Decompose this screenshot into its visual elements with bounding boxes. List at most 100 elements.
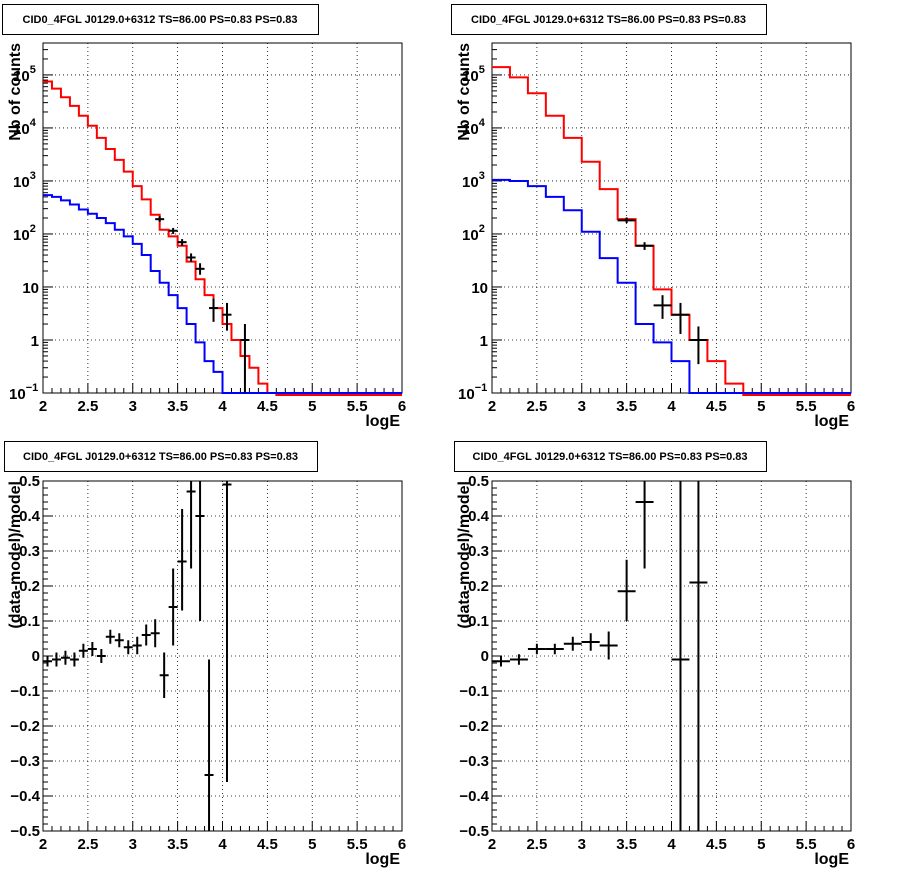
y-tick-label: 10−1 [458, 382, 487, 403]
chart-panel-1: CID0_4FGL J0129.0+6312 TS=86.00 PS=0.83 … [2, 4, 406, 430]
y-tick-label: 10 [471, 280, 488, 297]
x-tick-label: 2.5 [77, 836, 98, 853]
data-point [186, 253, 196, 262]
y-tick-label: 103 [13, 170, 36, 191]
y-axis-label: Nb of counts [7, 43, 24, 141]
chart-title-box [4, 441, 318, 472]
data-point [222, 481, 232, 782]
x-tick-label: 6 [398, 836, 406, 853]
x-tick-label: 3.5 [616, 836, 637, 853]
data-point [195, 481, 205, 621]
data-point [209, 298, 219, 322]
y-tick-label: 0.1 [19, 613, 40, 630]
y-tick-label: −0.5 [459, 823, 489, 840]
y-tick-label: 0 [481, 648, 489, 665]
data-point [78, 643, 88, 658]
x-tick-label: 3.5 [167, 836, 188, 853]
chart-title-box [2, 4, 319, 35]
data-point [545, 643, 564, 655]
y-tick-label: −0.1 [10, 683, 40, 700]
data-point [509, 654, 528, 665]
y-axis-label: (data-model)/model [7, 481, 24, 629]
data-point [132, 636, 142, 655]
data-point [186, 481, 196, 569]
x-tick-label: 4.5 [706, 398, 727, 415]
data-point [195, 263, 205, 275]
data-point [177, 239, 187, 246]
y-axis-label: Nb of counts [456, 43, 473, 141]
data-point [60, 650, 70, 665]
histogram-series-1 [43, 80, 402, 396]
y-tick-label: −0.4 [10, 788, 40, 805]
x-tick-label: 3 [129, 836, 137, 853]
y-tick-label: 0 [32, 648, 40, 665]
y-tick-label: 0.3 [468, 543, 489, 560]
y-tick-label: 0.1 [468, 613, 489, 630]
data-point [168, 568, 178, 646]
x-tick-label: 5 [308, 398, 316, 415]
data-point [671, 302, 690, 334]
data-point [617, 217, 636, 224]
x-tick-label: 5.5 [347, 398, 368, 415]
y-axis-label: (data-model)/model [456, 481, 473, 629]
data-point [96, 649, 106, 663]
data-point [123, 640, 133, 655]
data-point [69, 652, 79, 667]
x-tick-label: 2 [39, 398, 47, 415]
data-point [159, 652, 169, 698]
y-tick-label: −0.2 [459, 718, 489, 735]
x-axis-label: logE [814, 851, 849, 868]
x-tick-label: 2.5 [526, 836, 547, 853]
x-tick-label: 5 [757, 398, 765, 415]
x-tick-label: 2 [488, 398, 496, 415]
data-point [168, 227, 178, 234]
y-tick-label: 10−1 [9, 382, 38, 403]
y-tick-label: 0.4 [468, 508, 490, 525]
histogram-series-2 [43, 194, 402, 394]
data-point [155, 216, 165, 222]
y-tick-label: −0.2 [10, 718, 40, 735]
x-tick-label: 4 [667, 398, 676, 415]
data-point [204, 659, 214, 831]
x-tick-label: 3 [578, 836, 586, 853]
y-tick-label: 103 [462, 170, 485, 191]
x-tick-label: 5 [308, 836, 316, 853]
data-point [177, 509, 187, 611]
data-point [581, 633, 600, 651]
y-tick-label: −0.3 [10, 753, 40, 770]
y-tick-label: 10 [22, 280, 39, 297]
chart-panel-3: CID0_4FGL J0129.0+6312 TS=86.00 PS=0.83 … [4, 441, 406, 868]
x-tick-label: 2 [39, 836, 47, 853]
data-point [689, 326, 708, 365]
x-tick-label: 5.5 [347, 836, 368, 853]
y-tick-label: −0.5 [10, 823, 40, 840]
x-tick-label: 3 [578, 398, 586, 415]
data-point [671, 481, 690, 831]
data-point [141, 624, 151, 646]
chart-title: CID0_4FGL J0129.0+6312 TS=86.00 PS=0.83 … [23, 14, 298, 26]
y-tick-label: 0.5 [19, 473, 40, 490]
x-tick-label: 2.5 [77, 398, 98, 415]
chart-title: CID0_4FGL J0129.0+6312 TS=86.00 PS=0.83 … [473, 451, 748, 463]
data-point [114, 633, 124, 648]
chart-title-box [451, 4, 767, 35]
chart-panel-4: CID0_4FGL J0129.0+6312 TS=86.00 PS=0.83 … [454, 441, 855, 868]
y-tick-label: 0.3 [19, 543, 40, 560]
y-tick-label: 102 [13, 223, 36, 244]
x-tick-label: 6 [847, 398, 855, 415]
data-point [87, 642, 97, 656]
x-axis-label: logE [814, 413, 849, 430]
data-point [563, 636, 582, 651]
plot-frame [491, 42, 852, 394]
x-axis-label: logE [365, 413, 400, 430]
data-point [150, 619, 160, 648]
y-tick-label: 1 [31, 333, 39, 350]
y-tick-label: 102 [462, 223, 485, 244]
x-tick-label: 4 [218, 836, 227, 853]
y-tick-label: 1 [480, 333, 488, 350]
data-point [599, 631, 618, 660]
x-tick-label: 5.5 [796, 398, 817, 415]
y-tick-label: −0.3 [459, 753, 489, 770]
x-tick-label: 3.5 [616, 398, 637, 415]
